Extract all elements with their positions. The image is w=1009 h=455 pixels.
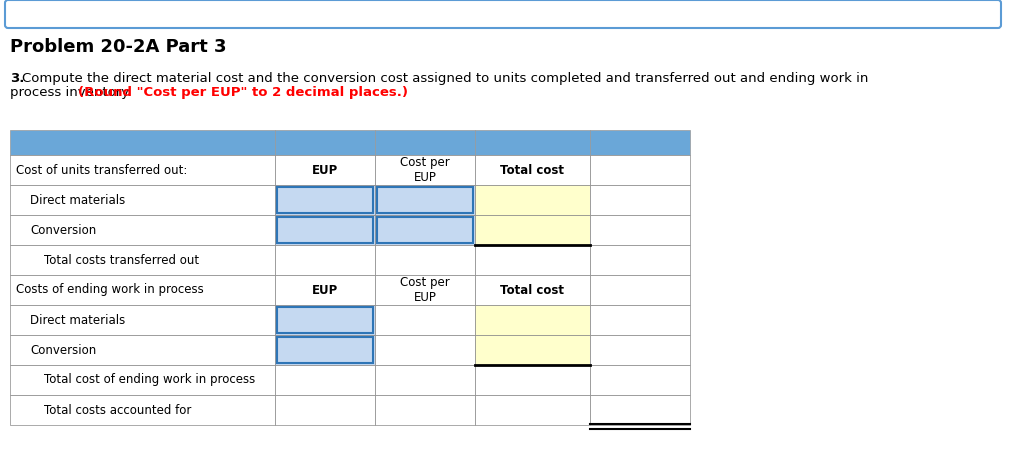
Bar [590,395,690,425]
Text: Cost per
EUP: Cost per EUP [401,276,450,304]
Bar [375,305,475,335]
Text: Total costs transferred out: Total costs transferred out [44,253,199,267]
Bar [475,215,590,245]
Text: Problem 20-2A Part 3: Problem 20-2A Part 3 [10,38,226,56]
Bar [375,275,475,305]
Bar [275,335,375,365]
Bar [590,155,690,185]
Bar [377,217,473,243]
Bar [10,185,275,215]
Bar [277,307,373,333]
Text: EUP: EUP [312,283,338,297]
Text: Conversion: Conversion [30,344,96,357]
Bar [277,217,373,243]
Text: Cost of units transferred out:: Cost of units transferred out: [16,163,188,177]
Bar [475,155,590,185]
Bar [475,305,590,335]
Text: Compute the direct material cost and the conversion cost assigned to units compl: Compute the direct material cost and the… [22,72,869,85]
Text: Direct materials: Direct materials [30,313,125,327]
Bar [10,365,275,395]
Bar [277,187,373,213]
FancyBboxPatch shape [5,0,1001,28]
Text: (Round "Cost per EUP" to 2 decimal places.): (Round "Cost per EUP" to 2 decimal place… [78,86,408,99]
Bar [475,185,590,215]
Bar [375,185,475,215]
Text: Total cost: Total cost [500,283,564,297]
Bar [475,130,590,155]
Text: Total costs accounted for: Total costs accounted for [44,404,192,416]
Bar [275,155,375,185]
Bar [10,335,275,365]
Bar [375,395,475,425]
Text: Direct materials: Direct materials [30,193,125,207]
Text: EUP: EUP [312,163,338,177]
Bar [375,335,475,365]
Bar [590,365,690,395]
Text: 3.: 3. [10,72,24,85]
Bar [475,365,590,395]
Bar [475,275,590,305]
Bar [10,155,275,185]
Bar [10,245,275,275]
Bar [475,395,590,425]
Bar [277,337,373,363]
Bar [590,245,690,275]
Bar [375,215,475,245]
Bar [590,130,690,155]
Bar [377,187,473,213]
Bar [375,130,475,155]
Bar [375,245,475,275]
Text: Cost per
EUP: Cost per EUP [401,156,450,184]
Bar [275,185,375,215]
Bar [275,130,375,155]
Bar [275,305,375,335]
Bar [590,305,690,335]
Text: Conversion: Conversion [30,223,96,237]
Bar [275,245,375,275]
Text: Costs of ending work in process: Costs of ending work in process [16,283,204,297]
Bar [10,275,275,305]
Text: Total cost of ending work in process: Total cost of ending work in process [44,374,255,386]
Bar [10,395,275,425]
Bar [275,275,375,305]
Text: Total cost: Total cost [500,163,564,177]
Bar [475,245,590,275]
Bar [10,215,275,245]
Bar [10,130,275,155]
Text: process inventory.: process inventory. [10,86,135,99]
Bar [375,155,475,185]
Bar [590,185,690,215]
Bar [590,335,690,365]
Bar [590,275,690,305]
Bar [475,335,590,365]
Bar [275,365,375,395]
Bar [275,215,375,245]
Bar [375,365,475,395]
Bar [590,215,690,245]
Bar [275,395,375,425]
Bar [10,305,275,335]
